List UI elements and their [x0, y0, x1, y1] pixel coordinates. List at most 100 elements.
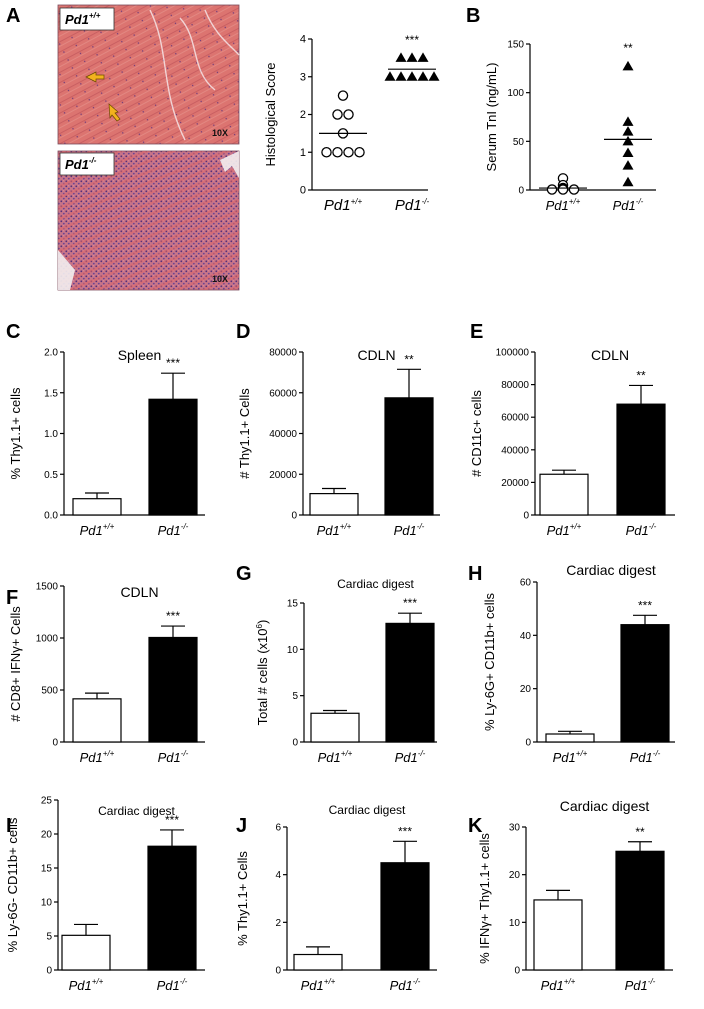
histology-label-wt: Pd1+/+ [65, 11, 101, 27]
chart-title: Spleen [118, 347, 162, 363]
x-tick-label: Pd1+/+ [301, 977, 336, 993]
data-point [395, 52, 407, 62]
y-tick-label: 40000 [501, 445, 529, 456]
bar [620, 624, 670, 743]
chart-panel-b: B 0 50 100 150 Serum TnI (ng/mL) Pd1+/+ Pd1-/- *… [466, 5, 656, 213]
panel-label-j: J [236, 815, 247, 837]
arrow-icon [85, 71, 105, 83]
y-tick-label: 1.0 [44, 429, 58, 440]
significance-label: ** [623, 41, 633, 55]
x-tick-label: Pd1-/- [158, 749, 189, 765]
y-tick-label: 10 [41, 898, 53, 909]
y-tick-label: 30 [509, 823, 521, 834]
x-tick-label: Pd1-/- [625, 977, 656, 993]
significance-label: *** [165, 813, 179, 827]
y-axis-label: Serum TnI (ng/mL) [484, 63, 499, 172]
panel-label-d: D [236, 321, 250, 343]
y-tick-label: 3 [300, 71, 306, 83]
panel-label-c: C [6, 321, 20, 343]
y-tick-label: 0 [518, 186, 524, 197]
data-point [546, 184, 558, 195]
x-tick-label: Pd1-/- [394, 522, 425, 538]
y-tick-label: 0 [523, 511, 529, 522]
y-tick-label: 2.0 [44, 348, 58, 359]
y-tick-label: 1 [300, 147, 306, 159]
x-tick-label: Pd1+/+ [318, 749, 353, 765]
magnification-label-wt: 10X [212, 128, 228, 138]
y-tick-label: 40000 [269, 429, 297, 440]
y-tick-label: 100 [507, 88, 524, 99]
x-tick-label: Pd1-/- [626, 522, 657, 538]
chart-panel-g: G 0 5 10 15 Total # cells (x106) Cardiac diges… [236, 563, 437, 765]
panel-label-i: I [6, 815, 12, 837]
data-point [406, 52, 418, 62]
bar [148, 398, 198, 516]
data-point [417, 52, 429, 62]
bar [72, 498, 122, 516]
bar [293, 953, 343, 971]
x-tick-label: Pd1+/+ [547, 522, 582, 538]
y-axis-label: Histological Score [263, 62, 278, 166]
data-point [417, 71, 429, 81]
y-tick-label: 15 [287, 599, 299, 610]
data-point [395, 71, 407, 81]
y-tick-label: 150 [507, 40, 524, 51]
bar [61, 934, 111, 971]
y-tick-label: 60000 [269, 388, 297, 399]
data-point [557, 184, 569, 195]
significance-label: *** [166, 356, 180, 370]
significance-label: ** [636, 368, 646, 382]
charts-layer: 0 1 2 3 4 Histological Score Pd1+/+ Pd1-/- *** B 0… [5, 5, 675, 993]
y-tick-label: 0.5 [44, 470, 58, 481]
bar [616, 403, 666, 516]
y-axis-label: # CD11c+ cells [469, 390, 484, 477]
y-tick-label: 1.5 [44, 388, 58, 399]
y-tick-label: 4 [300, 34, 306, 46]
data-point [568, 184, 580, 195]
chart-title: Cardiac digest [329, 803, 406, 817]
significance-label: *** [398, 824, 412, 838]
significance-label: ** [635, 825, 645, 839]
y-tick-label: 0 [525, 738, 531, 749]
chart-panel-f: F 0 500 1000 1500 # CD8+ IFNγ+ Cells CDLN Pd1+/… [6, 582, 205, 765]
y-tick-label: 2 [275, 918, 281, 929]
chart-panel-e: E 0 20000 40000 60000 80000 100000 # CD11c+ cel… [469, 321, 675, 538]
y-tick-label: 1000 [36, 634, 59, 645]
chart-panel-i: I 0 5 10 15 20 25 % Ly-6G- CD11b+ cells Cardiac … [5, 796, 205, 993]
chart-panel-h: H 0 20 40 60 % Ly-6G+ CD11b+ cells Cardiac dig… [468, 562, 675, 765]
y-tick-label: 20 [509, 870, 521, 881]
y-tick-label: 15 [41, 864, 53, 875]
x-tick-label: Pd1+/+ [80, 749, 115, 765]
x-tick-label: Pd1-/- [158, 522, 189, 538]
chart-panel-k: K 0 10 20 30 % IFNγ+ Thy1.1+ cells Cardiac dig… [468, 798, 673, 993]
panel-a-histology: A Pd1+/+ 10X Pd1-/- 10X [6, 4, 240, 291]
data-point [343, 109, 354, 120]
y-tick-label: 0 [514, 966, 520, 977]
bar [384, 397, 434, 516]
data-point [622, 176, 634, 187]
x-tick-label: Pd1+/+ [324, 197, 363, 214]
y-tick-label: 80000 [501, 380, 529, 391]
y-tick-label: 0.0 [44, 511, 58, 522]
y-tick-label: 100000 [496, 348, 530, 359]
panel-label-h: H [468, 563, 482, 585]
panel-label-g: G [236, 563, 252, 585]
y-tick-label: 25 [41, 796, 53, 807]
y-tick-label: 80000 [269, 348, 297, 359]
panel-label-b: B [466, 5, 480, 27]
y-tick-label: 20000 [269, 470, 297, 481]
y-axis-label: % Thy1.1+ Cells [235, 851, 250, 946]
data-point [406, 71, 418, 81]
data-point [343, 146, 354, 158]
significance-label: *** [403, 596, 417, 610]
y-tick-label: 5 [292, 691, 298, 702]
panel-label-e: E [470, 321, 483, 343]
y-tick-label: 20 [520, 684, 532, 695]
histology-label-box-wt [59, 7, 115, 31]
x-tick-label: Pd1+/+ [546, 197, 581, 213]
y-axis-label: % Ly-6G- CD11b+ cells [5, 817, 20, 952]
y-tick-label: 0 [46, 966, 52, 977]
bar [380, 862, 430, 971]
y-tick-label: 2 [300, 109, 306, 121]
data-point [428, 71, 440, 81]
